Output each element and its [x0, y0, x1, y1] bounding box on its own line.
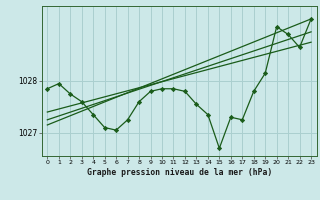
X-axis label: Graphe pression niveau de la mer (hPa): Graphe pression niveau de la mer (hPa) — [87, 168, 272, 177]
